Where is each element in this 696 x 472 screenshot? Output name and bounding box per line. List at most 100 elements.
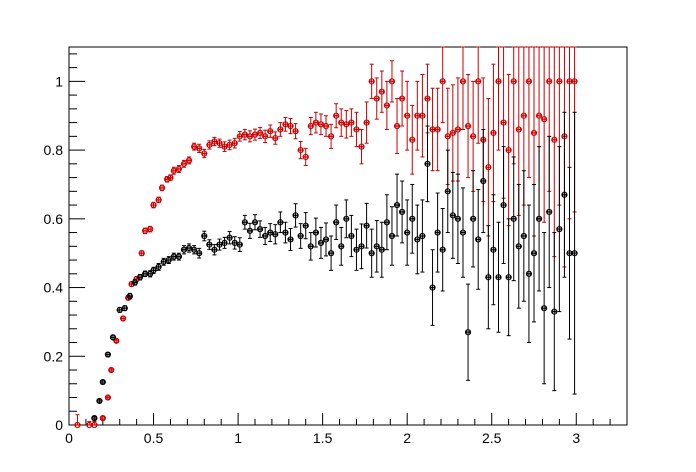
marker <box>297 146 304 154</box>
marker <box>464 329 472 336</box>
data-point <box>358 128 365 165</box>
marker <box>505 146 512 154</box>
data-point <box>338 108 345 137</box>
marker <box>530 250 538 257</box>
marker <box>226 234 233 241</box>
marker <box>180 160 188 167</box>
data-point <box>333 204 340 240</box>
marker <box>383 219 390 226</box>
marker <box>363 119 370 126</box>
data-point <box>256 220 264 238</box>
marker <box>167 174 174 181</box>
marker <box>104 394 111 401</box>
marker <box>399 95 406 102</box>
data-point <box>206 140 213 150</box>
data-point <box>475 46 482 144</box>
data-point <box>353 228 360 271</box>
marker <box>556 78 563 85</box>
marker <box>404 112 411 119</box>
data-point <box>307 116 314 136</box>
y-tick-label: 0.2 <box>44 348 64 364</box>
data-point <box>99 378 106 386</box>
data-point <box>297 141 304 160</box>
data-point <box>282 221 289 244</box>
data-point <box>322 222 330 257</box>
marker <box>236 241 243 248</box>
data-point <box>424 125 431 203</box>
marker <box>297 232 304 240</box>
marker <box>348 119 355 126</box>
marker <box>287 122 294 130</box>
data-point <box>226 231 233 245</box>
data-point <box>541 46 548 223</box>
data-point <box>141 270 149 278</box>
marker <box>128 281 135 288</box>
marker <box>368 78 375 85</box>
marker <box>500 201 507 209</box>
data-point <box>419 199 426 273</box>
marker <box>216 140 223 147</box>
data-point <box>322 115 330 137</box>
data-point <box>150 201 157 209</box>
marker <box>459 78 467 85</box>
data-point <box>541 232 548 385</box>
marker <box>571 250 578 257</box>
marker <box>338 243 345 250</box>
data-point <box>185 243 193 253</box>
data-point <box>520 170 527 302</box>
data-point <box>383 80 390 130</box>
data-point <box>216 238 223 251</box>
data-point <box>211 136 218 147</box>
marker <box>525 270 533 277</box>
marker <box>505 274 512 281</box>
marker <box>327 250 335 257</box>
data-point <box>530 183 538 323</box>
data-point <box>116 306 123 313</box>
y-axis: 0 0.2 0.4 0.6 0.8 1 <box>44 53 85 433</box>
marker <box>409 215 416 222</box>
data-point <box>138 250 145 257</box>
marker <box>317 239 325 246</box>
data-point <box>108 366 115 374</box>
marker <box>439 246 446 253</box>
marker <box>434 229 441 236</box>
data-point <box>241 214 248 230</box>
data-point <box>109 334 117 341</box>
marker <box>221 239 228 246</box>
marker <box>449 129 456 137</box>
data-point <box>404 80 411 151</box>
marker <box>464 122 472 130</box>
marker <box>99 378 106 386</box>
marker <box>373 243 380 250</box>
data-point <box>535 146 543 292</box>
data-point <box>525 46 533 179</box>
data-point <box>363 202 370 249</box>
data-point <box>383 194 390 251</box>
data-point <box>226 139 233 151</box>
marker <box>378 88 385 95</box>
y-tick-label: 0.8 <box>44 142 64 158</box>
marker <box>277 126 284 133</box>
data-point <box>566 166 573 340</box>
marker <box>74 421 81 429</box>
data-point <box>292 123 299 140</box>
data-point <box>429 249 436 326</box>
marker <box>520 112 527 119</box>
data-point <box>167 174 174 181</box>
marker <box>571 78 578 85</box>
data-point <box>180 245 188 255</box>
data-point <box>158 184 166 192</box>
marker <box>256 226 264 233</box>
marker <box>363 222 370 229</box>
marker <box>191 246 198 253</box>
marker <box>262 133 269 140</box>
marker <box>206 141 213 149</box>
marker <box>510 215 517 222</box>
marker <box>126 293 133 300</box>
marker <box>419 112 426 119</box>
marker <box>358 243 365 250</box>
marker <box>490 246 497 253</box>
data-point <box>343 199 350 239</box>
marker <box>444 188 451 195</box>
data-point <box>571 111 578 395</box>
